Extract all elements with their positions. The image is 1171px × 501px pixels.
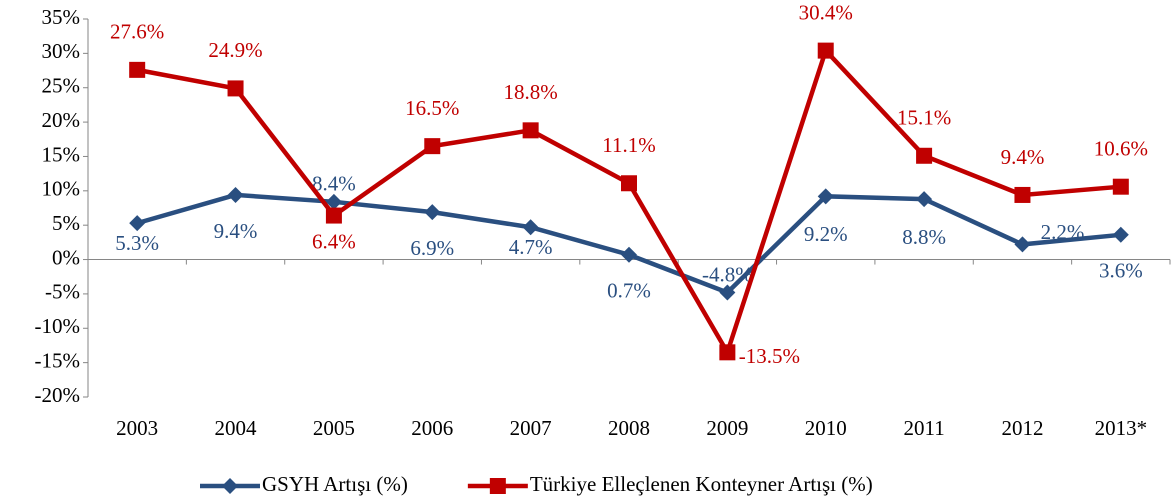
- data-label: 4.7%: [509, 235, 553, 259]
- y-tick-label: 35%: [42, 5, 81, 29]
- y-tick-label: -5%: [45, 280, 80, 304]
- data-label: 11.1%: [602, 133, 655, 157]
- point-marker: [719, 344, 736, 361]
- point-marker: [424, 204, 441, 221]
- point-marker: [817, 42, 834, 59]
- data-label: 10.6%: [1094, 137, 1148, 161]
- legend-marker: [489, 478, 506, 494]
- point-marker: [522, 219, 539, 236]
- x-tick-label: 2004: [215, 416, 258, 440]
- point-marker: [1014, 186, 1031, 203]
- point-marker: [227, 186, 244, 203]
- data-label: 6.9%: [410, 236, 454, 260]
- y-tick-label: 25%: [42, 74, 81, 98]
- data-label: 5.3%: [115, 231, 159, 255]
- data-label: 9.2%: [804, 222, 848, 246]
- data-label: -4.8%: [702, 262, 753, 286]
- x-tick-label: 2008: [608, 416, 650, 440]
- x-tick-label: 2012: [1001, 416, 1043, 440]
- legend-label: GSYH Artışı (%): [262, 472, 408, 496]
- y-tick-label: 10%: [42, 177, 81, 201]
- series-line: [136, 46, 1122, 358]
- point-marker: [522, 122, 539, 139]
- x-tick-label: 2010: [805, 416, 847, 440]
- data-label: 3.6%: [1099, 259, 1143, 283]
- data-label: 8.8%: [902, 225, 946, 249]
- y-tick-label: 15%: [42, 142, 81, 166]
- y-tick-label: 30%: [42, 39, 81, 63]
- point-marker: [817, 188, 834, 205]
- y-tick-label: 0%: [52, 245, 80, 269]
- x-tick-label: 2005: [313, 416, 355, 440]
- point-marker: [1014, 236, 1031, 253]
- data-label: -13.5%: [739, 344, 800, 368]
- point-marker: [1112, 178, 1129, 195]
- point-marker: [621, 175, 637, 192]
- point-marker: [227, 80, 244, 97]
- legend-marker: [222, 478, 238, 494]
- point-marker: [424, 138, 441, 155]
- point-marker: [325, 207, 342, 224]
- point-marker: [621, 246, 637, 263]
- x-tick-label: 2007: [510, 416, 552, 440]
- data-label: 30.4%: [799, 0, 853, 24]
- x-tick-label: 2013*: [1095, 416, 1148, 440]
- data-label: 18.8%: [504, 80, 558, 104]
- y-tick-label: -20%: [35, 383, 81, 407]
- y-tick-label: 5%: [52, 211, 80, 235]
- data-label: 2.2%: [1041, 220, 1085, 244]
- data-label: 8.4%: [312, 172, 356, 196]
- x-tick-label: 2006: [411, 416, 453, 440]
- data-label: 24.9%: [208, 38, 262, 62]
- data-label: 9.4%: [214, 219, 258, 243]
- y-tick-label: -10%: [35, 314, 81, 338]
- data-label: 6.4%: [312, 229, 356, 253]
- y-tick-label: 20%: [42, 108, 81, 132]
- x-tick-label: 2003: [116, 416, 158, 440]
- legend-label: Türkiye Elleçlenen Konteyner Artışı (%): [530, 472, 873, 496]
- point-marker: [129, 61, 146, 78]
- point-marker: [916, 191, 933, 208]
- data-label: 16.5%: [405, 96, 459, 120]
- point-marker: [719, 284, 736, 301]
- point-marker: [129, 215, 146, 232]
- x-tick-label: 2011: [903, 416, 944, 440]
- point-marker: [1112, 226, 1129, 243]
- point-marker: [916, 147, 933, 164]
- data-label: 15.1%: [897, 106, 951, 130]
- data-label: 0.7%: [607, 279, 651, 303]
- data-label: 9.4%: [1001, 145, 1045, 169]
- x-tick-label: 2009: [706, 416, 748, 440]
- point-marker: [325, 193, 342, 210]
- y-tick-label: -15%: [35, 348, 81, 372]
- data-label: 27.6%: [110, 20, 164, 44]
